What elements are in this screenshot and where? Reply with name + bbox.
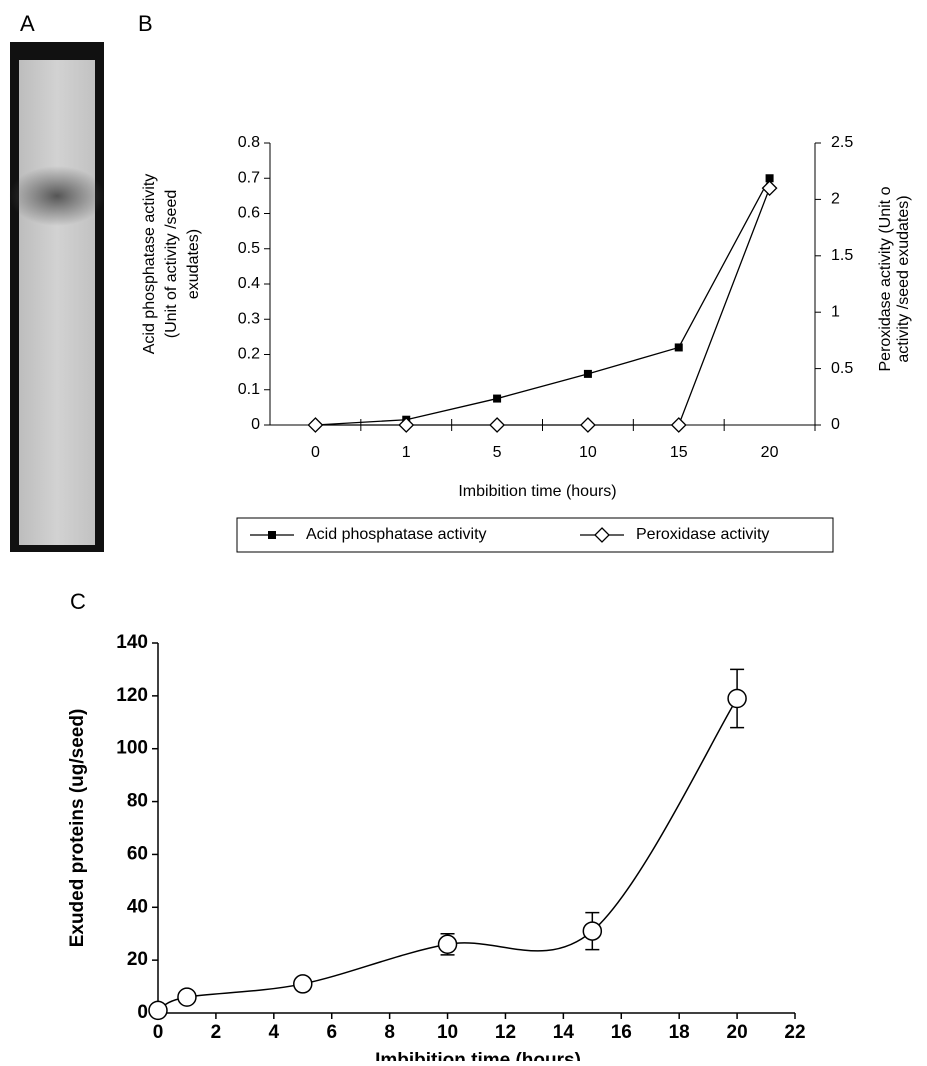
y-tick-label: 20 bbox=[127, 949, 148, 970]
y-tick-label: 0.1 bbox=[238, 381, 260, 398]
y2-axis-title: Peroxidase activity (Unit o bbox=[877, 186, 894, 371]
panel-label: C bbox=[70, 589, 86, 614]
y-axis-title: (Unit of activity /seed bbox=[163, 190, 180, 339]
x-tick-label: 16 bbox=[611, 1022, 632, 1043]
y-tick-label: 0 bbox=[137, 1002, 148, 1023]
x-tick-label: 0 bbox=[311, 444, 320, 461]
panel-label: A bbox=[20, 11, 35, 36]
y-tick-label: 0.4 bbox=[238, 275, 260, 292]
marker bbox=[149, 1001, 167, 1019]
x-tick-label: 5 bbox=[493, 444, 502, 461]
x-tick-label: 22 bbox=[784, 1022, 805, 1043]
marker bbox=[672, 418, 686, 432]
y-tick-label: 120 bbox=[116, 685, 148, 706]
figure: A B C 0 0.1 0.2 0.3 0.4 0.5 0.6 0.7 0.8 0 0.5 1 1.5 2… bbox=[0, 0, 927, 1061]
y-tick-label: 0.3 bbox=[238, 310, 260, 327]
marker bbox=[675, 343, 683, 351]
marker bbox=[439, 935, 457, 953]
y-tick-label: 140 bbox=[116, 632, 148, 653]
x-tick-label: 0 bbox=[153, 1022, 164, 1043]
y2-tick-label: 2 bbox=[831, 191, 840, 208]
y-tick-label: 40 bbox=[127, 896, 148, 917]
x-tick-label: 8 bbox=[384, 1022, 395, 1043]
y-tick-label: 100 bbox=[116, 738, 148, 759]
x-tick-label: 20 bbox=[727, 1022, 748, 1043]
y-tick-label: 0.5 bbox=[238, 240, 260, 257]
legend-label: Acid phosphatase activity bbox=[306, 526, 487, 543]
x-tick-label: 1 bbox=[402, 444, 411, 461]
y-tick-label: 0.2 bbox=[238, 346, 260, 363]
y-tick-label: 0 bbox=[251, 416, 260, 433]
y2-tick-label: 1 bbox=[831, 303, 840, 320]
y-tick-label: 0.7 bbox=[238, 169, 260, 186]
marker bbox=[294, 975, 312, 993]
y-tick-label: 0.6 bbox=[238, 205, 260, 222]
series-line bbox=[158, 699, 737, 1011]
x-tick-label: 10 bbox=[579, 444, 597, 461]
y-axis-title: Acid phosphatase activity bbox=[141, 174, 158, 355]
marker bbox=[584, 370, 592, 378]
marker bbox=[581, 418, 595, 432]
y2-tick-label: 0.5 bbox=[831, 360, 853, 377]
x-tick-label: 20 bbox=[761, 444, 779, 461]
x-tick-label: 4 bbox=[269, 1022, 280, 1043]
x-tick-label: 2 bbox=[211, 1022, 222, 1043]
series-line bbox=[315, 178, 769, 425]
x-axis-title: Imbibition time (hours) bbox=[458, 483, 616, 500]
series-line bbox=[315, 188, 769, 425]
marker bbox=[728, 690, 746, 708]
marker bbox=[763, 181, 777, 195]
x-axis-title: Imbibition time (hours) bbox=[375, 1050, 581, 1061]
page: A B C 0 0.1 0.2 0.3 0.4 0.5 0.6 0.7 0.8 0 0.5 1 1.5 2… bbox=[0, 0, 927, 1066]
marker bbox=[308, 418, 322, 432]
y-tick-label: 80 bbox=[127, 791, 148, 812]
marker bbox=[490, 418, 504, 432]
y-axis-title: Exuded proteins (ug/seed) bbox=[67, 709, 88, 948]
x-tick-label: 6 bbox=[326, 1022, 337, 1043]
y-tick-label: 0.8 bbox=[238, 134, 260, 151]
x-tick-label: 14 bbox=[553, 1022, 575, 1043]
y2-tick-label: 0 bbox=[831, 416, 840, 433]
x-tick-label: 15 bbox=[670, 444, 688, 461]
marker bbox=[493, 395, 501, 403]
y2-tick-label: 2.5 bbox=[831, 134, 853, 151]
x-tick-label: 10 bbox=[437, 1022, 458, 1043]
x-tick-label: 18 bbox=[669, 1022, 690, 1043]
gel-image bbox=[9, 42, 105, 552]
panel-label: B bbox=[138, 11, 153, 36]
marker bbox=[268, 531, 276, 539]
y2-axis-title: activity /seed exudates) bbox=[895, 195, 912, 362]
y-tick-label: 60 bbox=[127, 843, 148, 864]
chart-c: 0 20 40 60 80 100 120 140 0 2 4 6 8 10 12 14 16 18 20 22 Imb… bbox=[67, 632, 806, 1061]
marker bbox=[178, 988, 196, 1006]
y-axis-title: exudates) bbox=[185, 229, 202, 299]
y2-tick-label: 1.5 bbox=[831, 247, 853, 264]
legend-label: Peroxidase activity bbox=[636, 526, 769, 543]
x-tick-label: 12 bbox=[495, 1022, 516, 1043]
marker bbox=[583, 922, 601, 940]
